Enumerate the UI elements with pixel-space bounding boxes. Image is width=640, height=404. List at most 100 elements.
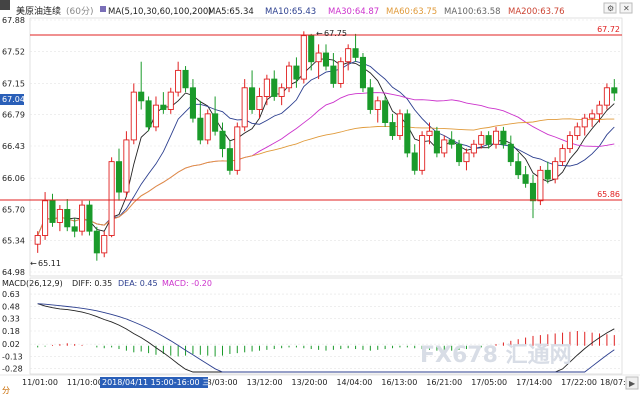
candle-body xyxy=(300,35,307,80)
candle-body xyxy=(411,152,418,171)
candle-body xyxy=(492,130,500,145)
candle-body xyxy=(396,113,403,137)
price-y-tick: 64.98 xyxy=(2,268,25,277)
macd-y-tick: 0.63 xyxy=(2,290,20,299)
candle-body xyxy=(404,113,411,154)
candle-body xyxy=(189,87,196,119)
candle-body xyxy=(470,143,477,154)
candle-body xyxy=(463,152,470,163)
period-tab[interactable]: 分 xyxy=(2,386,10,395)
candles xyxy=(34,31,618,261)
candle-body xyxy=(101,235,108,254)
candle-body xyxy=(441,139,448,154)
candle-body xyxy=(308,35,315,63)
macd-title: MACD(26,12,9) xyxy=(2,279,63,288)
candle-body xyxy=(374,100,381,110)
candle-body xyxy=(42,200,49,236)
candle-body xyxy=(426,130,433,137)
period-label: (60分) xyxy=(66,6,93,17)
candle-body xyxy=(249,87,256,110)
macd-value-label: MACD: -0.20 xyxy=(162,279,212,288)
candle-body xyxy=(123,139,130,193)
candle-body xyxy=(611,87,618,94)
candle-body xyxy=(34,235,41,245)
price-y-tick: 65.70 xyxy=(2,205,25,214)
macd-panel: MACD(26,12,9) DIFF: 0.35 DEA: 0.45 MACD:… xyxy=(2,277,623,375)
price-panel: 67.88 67.52 67.15 66.79 66.43 66.06 65.70 65.34… xyxy=(0,16,623,277)
candle-body xyxy=(286,65,293,89)
candle-body xyxy=(152,104,160,128)
candle-body xyxy=(589,113,596,119)
low-label: 65.11 xyxy=(38,259,61,268)
candle-body xyxy=(256,96,263,110)
candle-body xyxy=(552,161,559,180)
x-axis-label: 18/07:00 xyxy=(600,378,636,387)
candle-body xyxy=(93,230,100,254)
candle-body xyxy=(293,65,300,80)
candle-body xyxy=(433,130,440,154)
candle-body xyxy=(315,52,322,63)
ma5-value: MA5:65.34 xyxy=(208,7,254,17)
candle-body xyxy=(485,135,492,145)
high-label: 67.75 xyxy=(324,29,347,38)
x-axis-label: 13/20:00 xyxy=(292,378,328,387)
price-y-tick: 67.15 xyxy=(2,79,25,88)
settings-button[interactable]: ⚙ xyxy=(603,2,617,14)
macd-y-axis: 0.63 0.48 0.33 0.18 0.02 -0.13 -0.28 xyxy=(2,290,23,374)
candle-body xyxy=(352,48,359,58)
price-y-tick: 66.79 xyxy=(2,111,25,120)
scroll-right-button[interactable]: ▶ xyxy=(625,376,639,390)
candle-body xyxy=(559,148,566,163)
candle-body xyxy=(212,113,219,132)
candle-body xyxy=(330,65,337,84)
candle-body xyxy=(64,208,71,228)
price-y-tick: 66.43 xyxy=(2,142,25,151)
candle-body xyxy=(130,91,137,141)
close-button[interactable]: ✕ xyxy=(619,2,633,14)
macd-diff-label: DIFF: 0.35 xyxy=(72,279,112,288)
watermark: FX678 汇通网 xyxy=(420,343,572,368)
candle-body xyxy=(145,100,152,128)
price-y-axis: 67.88 67.52 67.15 66.79 66.43 66.06 65.70 65.34… xyxy=(2,16,25,277)
candle-body xyxy=(175,69,182,93)
candle-body xyxy=(263,78,270,97)
candle-body xyxy=(56,208,63,223)
ma-legend-icon xyxy=(100,6,106,12)
candle-body xyxy=(456,143,463,163)
period-tab-label: 分 xyxy=(2,386,10,395)
macd-dea-line xyxy=(37,303,615,373)
macd-y-tick: 0.02 xyxy=(2,340,20,349)
x-axis-label: 17/22:00 xyxy=(561,378,597,387)
macd-y-tick: -0.13 xyxy=(2,352,23,361)
candle-body xyxy=(581,117,588,128)
macd-y-tick: 0.33 xyxy=(2,315,20,324)
candle-body xyxy=(537,169,544,202)
candle-body xyxy=(345,48,352,63)
candle-body xyxy=(71,226,78,232)
candle-body xyxy=(241,87,248,128)
ma-spec-label: MA(5,10,30,60,100,200) xyxy=(108,7,212,17)
candle-body xyxy=(271,78,278,97)
candle-body xyxy=(522,174,529,184)
candle-body xyxy=(382,100,389,123)
cursor-time-label: 2018/04/11 15:00-16:00 三 xyxy=(102,378,210,387)
candle-body xyxy=(603,87,610,106)
candle-body xyxy=(448,139,455,145)
candle-body xyxy=(234,126,241,171)
settings-icon: ⚙ xyxy=(607,4,614,13)
candle-body xyxy=(544,169,551,180)
x-axis-label: 13/12:00 xyxy=(247,378,283,387)
candle-body xyxy=(108,161,115,236)
ma10-line xyxy=(37,60,615,236)
candle-body xyxy=(278,87,285,97)
candle-body xyxy=(500,130,507,145)
candle-body xyxy=(515,161,522,176)
candle-body xyxy=(507,143,514,163)
candle-body xyxy=(167,91,174,110)
ma100-value: MA100:63.58 xyxy=(444,7,501,17)
upper-level-label: 67.72 xyxy=(597,25,620,34)
candle-body xyxy=(529,182,537,202)
x-axis-label: 14/04:00 xyxy=(336,378,372,387)
candle-body xyxy=(367,87,374,110)
current-price-label: 67.04 xyxy=(2,95,25,104)
